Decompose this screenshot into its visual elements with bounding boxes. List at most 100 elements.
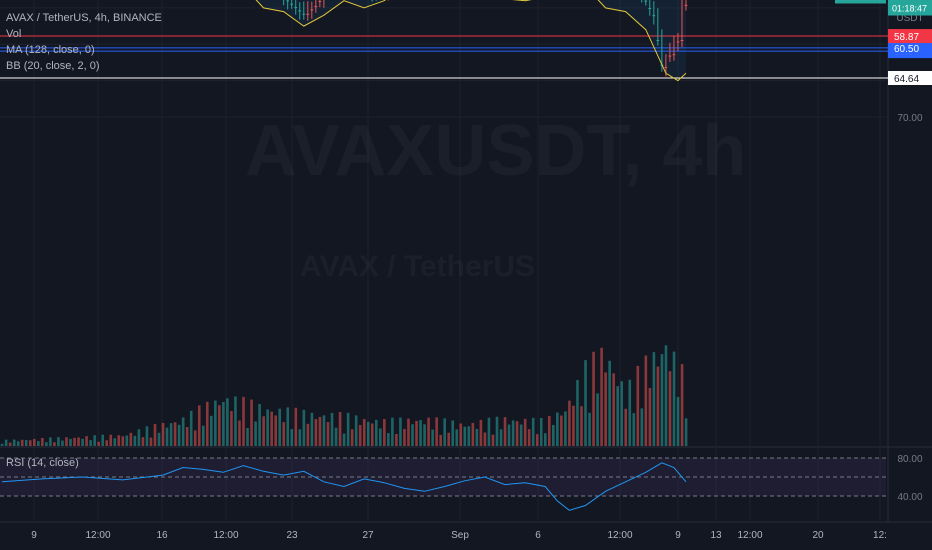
candle-body xyxy=(644,0,648,2)
volume-bar xyxy=(282,422,286,446)
volume-bar xyxy=(455,429,459,446)
volume-bar xyxy=(242,396,245,446)
candle-countdown-label: 01:18:47 xyxy=(892,4,927,14)
volume-bar xyxy=(153,424,157,446)
volume-bar xyxy=(4,439,8,446)
volume-bar xyxy=(548,416,551,446)
volume-bar xyxy=(210,415,213,446)
volume-bar xyxy=(278,408,282,446)
volume-bar xyxy=(89,440,92,446)
legend-bollinger-bands[interactable]: BB (20, close, 2, 0) xyxy=(6,60,100,72)
volume-bar xyxy=(346,412,350,446)
volume-bar xyxy=(266,409,269,446)
volume-bar xyxy=(608,360,611,446)
volume-bar xyxy=(165,427,169,446)
volume-bar xyxy=(16,441,20,446)
legend-rsi[interactable]: RSI (14, close) xyxy=(6,457,79,469)
volume-bar xyxy=(238,420,241,446)
symbol-tag xyxy=(835,0,886,4)
volume-bar xyxy=(447,432,451,446)
candle-body xyxy=(314,6,318,8)
volume-bar xyxy=(383,419,386,446)
volume-bar xyxy=(326,422,330,446)
time-tick-label: 12:00 xyxy=(737,530,762,541)
volume-bar xyxy=(181,417,185,446)
volume-bar xyxy=(342,433,346,446)
time-tick-label: 20 xyxy=(812,530,824,541)
volume-bar xyxy=(57,437,60,446)
volume-bar xyxy=(314,419,318,446)
volume-bar xyxy=(77,437,80,446)
candle-body xyxy=(676,41,680,43)
volume-bar xyxy=(20,439,24,446)
rsi-line xyxy=(1,462,687,511)
candle-body xyxy=(684,4,688,6)
volume-bar xyxy=(350,429,354,446)
volume-bar xyxy=(483,432,487,446)
volume-bar xyxy=(676,396,680,446)
volume-bar xyxy=(330,412,334,446)
volume-bar xyxy=(423,424,426,446)
volume-bar xyxy=(387,433,390,446)
volume-bar xyxy=(8,442,12,446)
volume-bar xyxy=(632,413,636,446)
legend-moving-average[interactable]: MA (128, close, 0) xyxy=(6,44,95,56)
volume-bar xyxy=(636,365,640,446)
volume-bar xyxy=(507,424,511,446)
volume-bar xyxy=(334,427,338,446)
volume-bar xyxy=(535,434,539,446)
volume-bar xyxy=(624,408,628,446)
volume-bar xyxy=(628,379,632,446)
volume-bar xyxy=(656,366,660,446)
volume-bar xyxy=(374,419,378,446)
candle-body xyxy=(294,7,298,9)
volume-bar xyxy=(596,393,599,446)
volume-bar xyxy=(531,417,535,446)
volume-bar xyxy=(644,355,648,446)
time-tick-label: 23 xyxy=(286,530,298,541)
volume-bar xyxy=(499,429,503,446)
volume-bar xyxy=(197,405,201,446)
volume-bar xyxy=(399,417,402,446)
volume-bar xyxy=(177,424,181,446)
volume-bar xyxy=(338,412,342,446)
candle-body xyxy=(648,7,652,9)
candle-body xyxy=(286,0,290,2)
volume-bar xyxy=(652,352,656,446)
volume-bar xyxy=(12,439,16,446)
volume-bar xyxy=(366,421,370,446)
volume-bar xyxy=(479,419,483,446)
volume-bar xyxy=(206,401,209,446)
volume-bar xyxy=(246,427,249,446)
time-tick-label: Sep xyxy=(451,530,469,541)
volume-bar xyxy=(105,440,109,446)
volume-bar xyxy=(185,426,189,446)
volume-bar xyxy=(189,410,193,446)
volume-bar xyxy=(161,422,165,446)
volume-bar xyxy=(169,423,173,446)
volume-bar xyxy=(519,424,523,446)
volume-bar xyxy=(459,423,463,446)
volume-bar xyxy=(564,411,567,446)
volume-bar xyxy=(258,404,261,446)
volume-bar xyxy=(427,417,430,446)
level-price-label: 64.64 xyxy=(894,74,919,85)
volume-bar xyxy=(290,429,294,446)
volume-bar xyxy=(274,415,277,446)
price-tick-label: 70.00 xyxy=(897,113,922,124)
volume-bar xyxy=(109,434,113,446)
volume-bar xyxy=(133,435,137,446)
volume-bar xyxy=(648,387,652,446)
volume-bar xyxy=(471,422,475,446)
volume-bar xyxy=(503,417,507,446)
legend-volume[interactable]: Vol xyxy=(6,28,22,40)
volume-bar xyxy=(580,406,583,446)
candle-body xyxy=(318,0,322,2)
volume-bar xyxy=(467,426,471,446)
level-price-tag xyxy=(888,29,932,44)
chart-title[interactable]: AVAX / TetherUS, 4h, BINANCE xyxy=(6,12,162,24)
current-price-tag xyxy=(888,0,932,16)
bollinger-fill xyxy=(256,0,686,81)
volume-bar xyxy=(523,418,527,446)
time-tick-label: 16 xyxy=(156,530,168,541)
